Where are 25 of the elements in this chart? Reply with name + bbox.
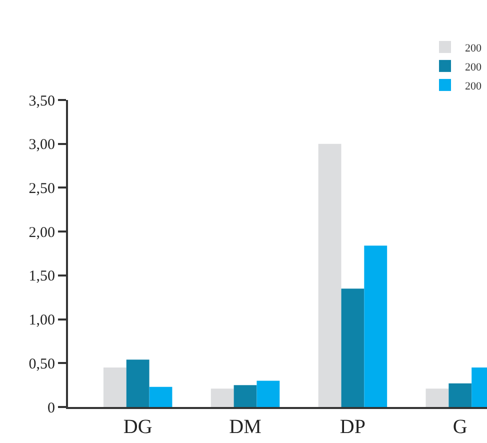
y-tick-label: 3,00: [28, 137, 55, 154]
bar: [103, 368, 126, 407]
y-tick-label: 0: [48, 400, 55, 416]
bar: [318, 144, 342, 407]
y-tick-label: 1,50: [28, 268, 55, 285]
x-tick-label: DP: [340, 416, 366, 438]
y-tick-label: 1,00: [28, 312, 55, 329]
bar: [256, 380, 280, 407]
bar: [234, 385, 257, 407]
bar: [210, 388, 234, 407]
bar: [341, 288, 364, 407]
bar: [126, 360, 150, 407]
y-tick-label: 0,50: [28, 356, 55, 372]
x-tick-label: G: [452, 416, 468, 438]
y-tick-label: 2,50: [28, 180, 55, 197]
x-tick-label: DM: [229, 416, 262, 438]
legend-label: 200: [465, 42, 482, 54]
x-tick-label: DG: [123, 416, 152, 438]
bar: [149, 386, 172, 407]
bar: [426, 388, 449, 407]
y-tick-label: 3,50: [28, 93, 55, 110]
bar: [364, 246, 388, 407]
legend-label: 200: [465, 80, 482, 92]
legend-label: 200: [465, 61, 482, 74]
y-tick-label: 2,00: [28, 224, 55, 241]
